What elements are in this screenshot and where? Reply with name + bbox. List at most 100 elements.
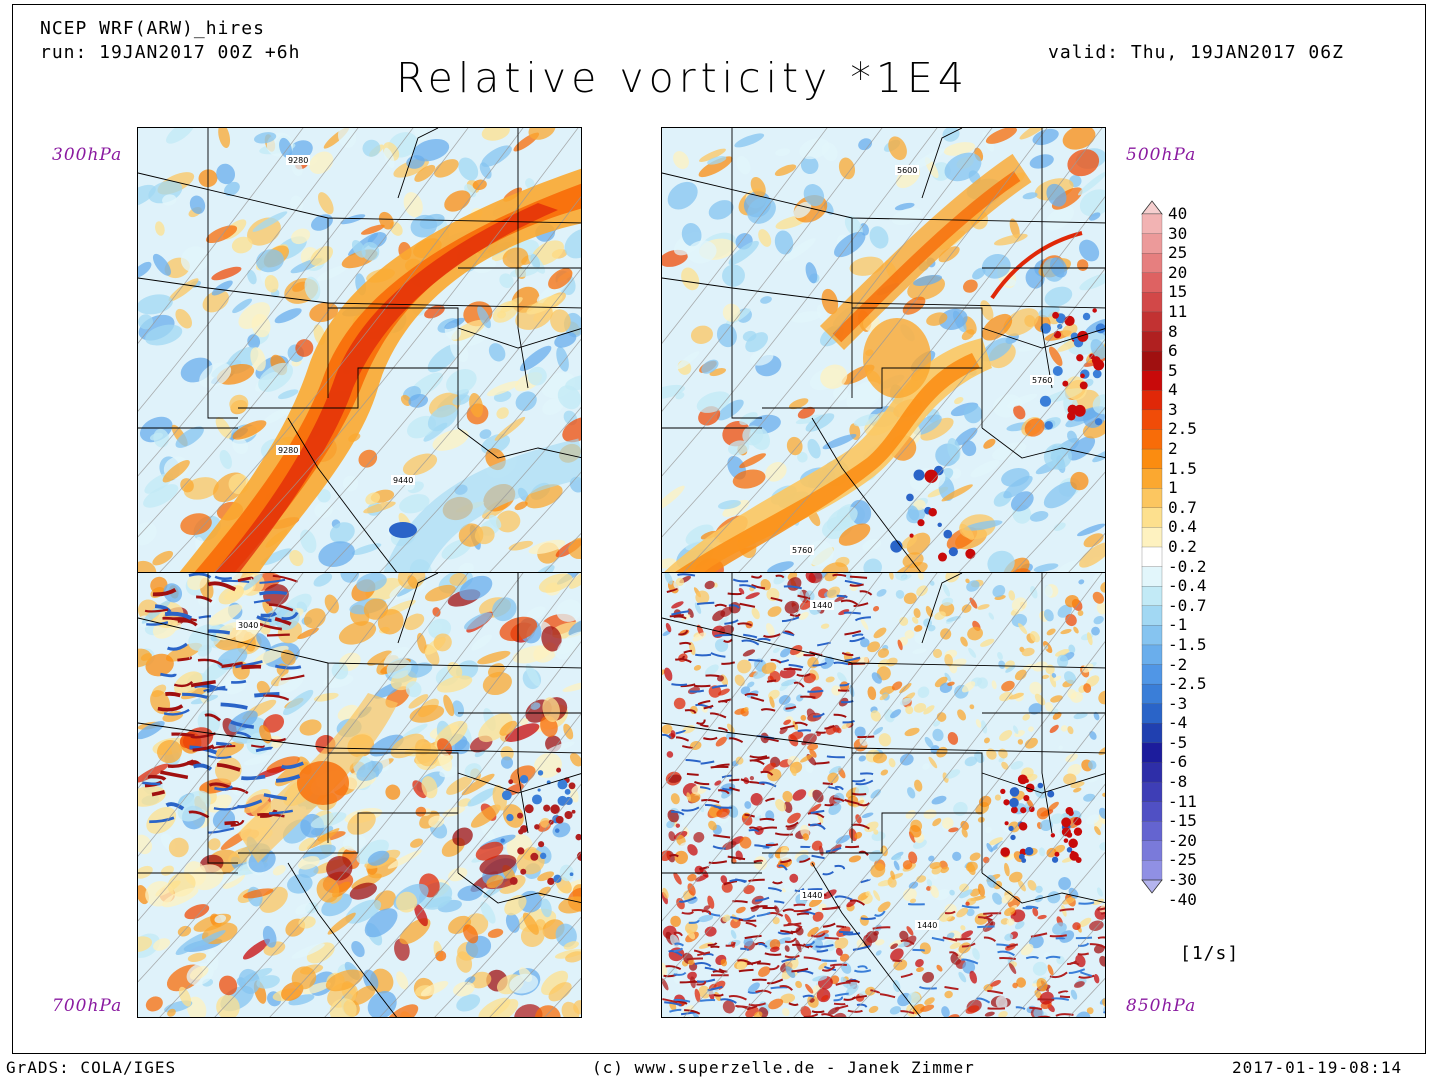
colorbar-bin	[1141, 272, 1163, 293]
colorbar-bin	[1141, 213, 1163, 235]
colorbar-tick-label: -2.5	[1168, 674, 1207, 694]
colorbar-bin	[1141, 331, 1163, 352]
colorbar-bin	[1141, 468, 1163, 489]
contour-label: 9280	[288, 156, 308, 165]
colorbar-tick-label: 0.7	[1168, 497, 1197, 517]
colorbar-tick-label: 25	[1168, 243, 1188, 263]
colorbar-bin	[1141, 683, 1163, 705]
colorbar-bin	[1141, 488, 1163, 509]
state-borders	[662, 573, 1105, 1017]
colorbar-bin	[1141, 292, 1163, 313]
colorbar-bin	[1141, 703, 1163, 724]
contour-label: 1440	[802, 891, 822, 900]
figure-frame	[12, 4, 1426, 1054]
level-label-500: 500hPa	[1126, 145, 1197, 165]
colorbar-tick-label: -3	[1168, 693, 1188, 713]
colorbar-tick-label: -30	[1168, 870, 1197, 889]
level-label-700: 700hPa	[52, 996, 123, 1016]
colorbar-tick-label: -6	[1168, 752, 1188, 772]
colorbar-tick-label: -20	[1168, 830, 1197, 850]
colorbar-bin	[1141, 200, 1163, 215]
colorbar-tick-label: 4	[1168, 380, 1178, 400]
colorbar-tick-label: 11	[1168, 301, 1188, 321]
level-label-850: 850hPa	[1126, 996, 1197, 1016]
colorbar-bin	[1141, 625, 1163, 646]
colorbar-tick-label: -1.5	[1168, 634, 1207, 654]
model-name: NCEP WRF(ARW)_hires	[40, 18, 265, 39]
colorbar-bin	[1141, 507, 1163, 528]
level-label-300: 300hPa	[52, 145, 123, 165]
colorbar-tick-label: -4	[1168, 713, 1188, 733]
colorbar-tick-label: -2	[1168, 654, 1188, 674]
colorbar	[1141, 200, 1163, 894]
contour-label: 1440	[917, 921, 937, 930]
colorbar-tick-label: 2.5	[1168, 419, 1197, 439]
colorbar-bin	[1141, 350, 1163, 372]
colorbar-bin	[1141, 527, 1163, 548]
colorbar-tick-label: -8	[1168, 772, 1188, 792]
colorbar-tick-label: 0.4	[1168, 517, 1197, 537]
vorticity-field: 9280 9280 9440	[138, 128, 581, 572]
colorbar-bin	[1141, 801, 1163, 822]
colorbar-bin	[1141, 781, 1163, 803]
vorticity-field: 3040	[138, 573, 581, 1017]
colorbar-tick-label: 30	[1168, 223, 1188, 243]
colorbar-bin	[1141, 879, 1163, 894]
colorbar-tick-label: -0.4	[1168, 576, 1207, 596]
colorbar-tick-label: -25	[1168, 850, 1197, 870]
colorbar-bin	[1141, 546, 1163, 568]
colorbar-tick-label: -11	[1168, 791, 1197, 811]
figure-title: Relative vorticity *1E4	[396, 54, 969, 102]
run-time: run: 19JAN2017 00Z +6h	[40, 42, 301, 63]
colorbar-bin	[1141, 566, 1163, 587]
colorbar-bin	[1141, 762, 1163, 783]
footer-software: GrADS: COLA/IGES	[6, 1058, 177, 1077]
state-borders	[662, 128, 1105, 572]
colorbar-tick-label: 0.2	[1168, 537, 1197, 556]
colorbar-bin	[1141, 233, 1163, 254]
colorbar-bin	[1141, 644, 1163, 666]
colorbar-bin	[1141, 390, 1163, 411]
colorbar-tick-label: -15	[1168, 811, 1197, 831]
contour-label: 5760	[792, 546, 812, 555]
colorbar-tick-label: 1.5	[1168, 458, 1197, 478]
colorbar-bin	[1141, 370, 1163, 391]
colorbar-tick-label: 1	[1168, 478, 1178, 498]
panel-850hpa-map: 1440 1440 1440	[661, 572, 1106, 1018]
contour-label: 5600	[897, 166, 917, 175]
colorbar-bin	[1141, 253, 1163, 274]
panel-700hpa-map: 3040	[137, 572, 582, 1018]
colorbar-bin	[1141, 821, 1163, 842]
colorbar-tick-label: 3	[1168, 399, 1178, 419]
colorbar-bin	[1141, 723, 1163, 744]
colorbar-bin	[1141, 448, 1163, 470]
vorticity-field: 1440 1440 1440	[662, 573, 1105, 1017]
state-borders	[138, 573, 581, 1017]
colorbar-tick-label: -40	[1168, 889, 1197, 909]
colorbar-tick-label: -5	[1168, 732, 1188, 752]
colorbar-tick-label: -1	[1168, 615, 1188, 635]
contour-label: 9440	[393, 476, 413, 485]
colorbar-tick-label: -0.2	[1168, 556, 1207, 576]
colorbar-bin	[1141, 605, 1163, 626]
colorbar-tick-label: 20	[1168, 262, 1188, 282]
contour-label: 3040	[238, 621, 258, 630]
colorbar-bin	[1141, 586, 1163, 607]
colorbar-bin	[1141, 311, 1163, 333]
colorbar-tick-label: 15	[1168, 282, 1188, 302]
colorbar-bin	[1141, 742, 1163, 764]
vorticity-field: 5600 5760 5760	[662, 128, 1105, 572]
panel-500hpa-map: 5600 5760 5760	[661, 127, 1106, 573]
colorbar-bin	[1141, 409, 1163, 431]
colorbar-tick-label: 2	[1168, 439, 1178, 459]
state-borders	[138, 128, 581, 572]
footer-credit: (c) www.superzelle.de - Janek Zimmer	[592, 1058, 975, 1077]
colorbar-tick-label: -0.7	[1168, 595, 1207, 615]
footer-timestamp: 2017-01-19-08:14	[1232, 1058, 1403, 1077]
colorbar-bin	[1141, 860, 1163, 881]
colorbar-bin	[1141, 429, 1163, 450]
colorbar-bin	[1141, 840, 1163, 861]
colorbar-tick-label: 5	[1168, 360, 1178, 380]
valid-time: valid: Thu, 19JAN2017 06Z	[1048, 42, 1344, 63]
contour-label: 5760	[1032, 376, 1052, 385]
